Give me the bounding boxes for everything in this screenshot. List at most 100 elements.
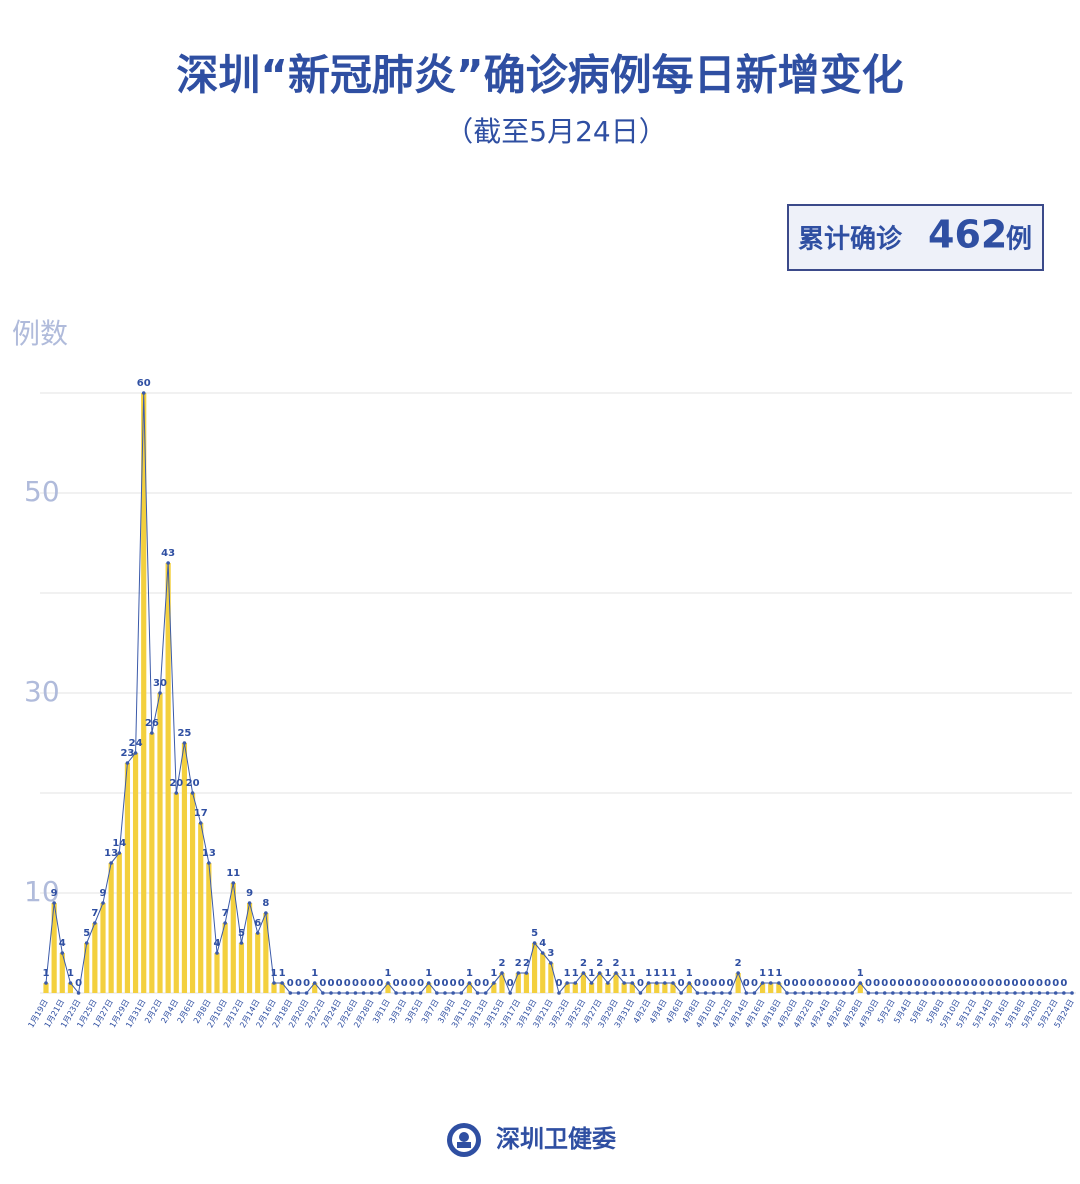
point [255,931,260,935]
bar [141,393,147,993]
data-label: 0 [376,978,383,989]
data-label: 0 [393,978,400,989]
point [939,991,944,995]
point [369,991,374,995]
point [728,991,732,995]
total-prefix: 累计确诊 [798,224,903,255]
point [459,991,464,995]
point [68,981,73,985]
data-label: 0 [922,978,929,989]
data-label: 0 [328,978,335,989]
bar [499,973,505,993]
point [1005,991,1009,995]
point [435,991,439,995]
data-label: 0 [450,978,457,989]
data-label: 0 [881,978,888,989]
bar [768,983,774,993]
bar [214,953,220,993]
point [720,991,724,995]
bar [605,983,611,993]
data-label: 1 [43,968,50,979]
data-label: 0 [1060,978,1067,989]
data-label: 2 [515,958,522,969]
point [882,991,887,995]
bar [662,983,668,993]
point [1029,991,1034,995]
point [891,991,895,995]
data-label: 0 [482,978,489,989]
bar [654,983,660,993]
bar [588,983,595,993]
point [190,791,195,795]
point [760,981,765,985]
data-label: 1 [490,968,497,979]
point [361,991,366,995]
data-label: 20 [186,778,200,789]
bar [124,763,131,993]
point [972,991,977,995]
point [532,941,537,945]
point [679,991,683,995]
point [549,961,553,965]
data-label: 2 [523,958,530,969]
point [825,991,830,995]
point [60,951,65,955]
bar [222,923,228,993]
data-label: 9 [246,888,253,899]
point [931,991,936,995]
point [467,981,472,985]
data-label: 1 [311,968,318,979]
data-label: 0 [409,978,416,989]
point [329,991,333,995]
data-label: 0 [889,978,896,989]
data-label: 43 [161,548,175,559]
point [378,991,382,995]
bar [670,983,676,993]
data-label: 0 [1012,978,1019,989]
data-label: 0 [1020,978,1027,989]
data-label: 0 [718,978,725,989]
data-label: 0 [75,978,82,989]
data-label: 1 [271,968,278,979]
data-label: 0 [906,978,913,989]
bar [645,983,652,993]
data-label: 0 [1028,978,1035,989]
data-label: 8 [262,898,269,909]
point [996,991,1001,995]
data-label: 11 [226,868,240,879]
point [915,991,920,995]
data-label: 2 [735,958,742,969]
data-label: 0 [971,978,978,989]
y-axis-label: 例数 [12,317,68,350]
data-label: 0 [816,978,823,989]
data-label: 9 [100,888,107,899]
bar [548,963,554,993]
point [117,851,122,855]
data-label: 24 [129,738,143,749]
point [76,991,81,995]
point [899,991,903,995]
point [1013,991,1017,995]
data-label: 0 [417,978,424,989]
bar [385,983,391,993]
point [272,981,276,985]
data-label: 0 [694,978,701,989]
point [264,911,268,915]
data-label: 0 [287,978,294,989]
point [630,981,635,985]
point [141,391,146,395]
bar [279,983,285,993]
data-label: 5 [531,928,538,939]
bar [426,983,432,993]
point [101,901,105,905]
bar [51,903,57,993]
bar [246,903,253,993]
point [874,991,879,995]
bar [263,913,269,993]
point [834,991,838,995]
data-label: 0 [1003,978,1010,989]
data-label: 25 [177,728,191,739]
data-label: 3 [547,948,554,959]
point [133,751,138,755]
